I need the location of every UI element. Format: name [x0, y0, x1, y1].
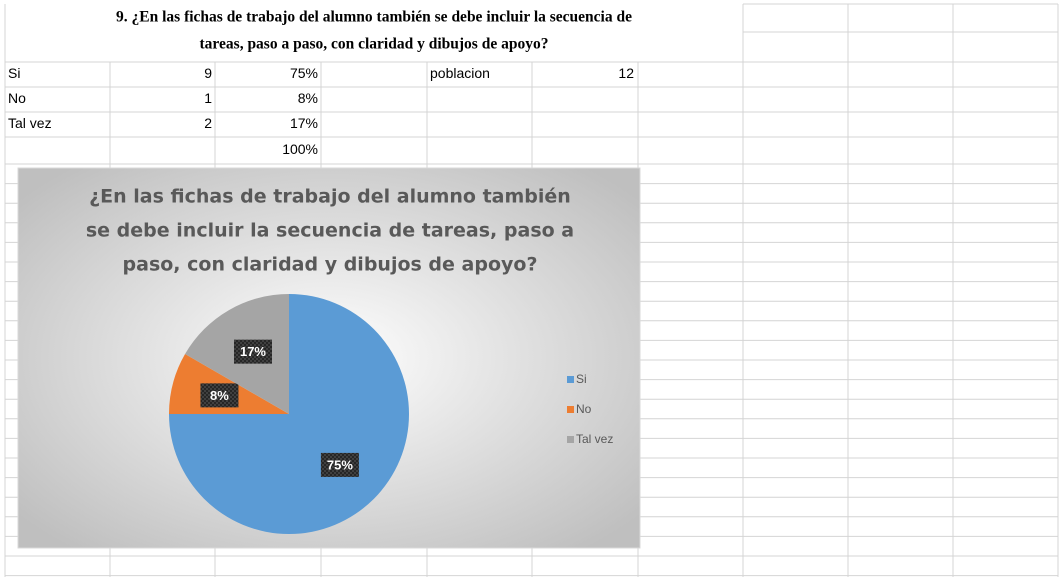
- sheet-title: 9. ¿En las fichas de trabajo del alumno …: [116, 9, 632, 26]
- data-label-box: [200, 383, 239, 408]
- legend-label: Si: [576, 372, 587, 386]
- legend-label: No: [576, 402, 592, 416]
- cell-percent: 8%: [298, 90, 318, 106]
- sheet-title: tareas, paso a paso, con claridad y dibu…: [200, 36, 549, 53]
- cell-population-value: 12: [618, 65, 634, 81]
- cell-percent: 75%: [290, 65, 318, 81]
- data-label: 17%: [240, 344, 266, 359]
- legend-swatch: [567, 406, 574, 413]
- cell-percent: 17%: [290, 115, 318, 131]
- data-label-box: [320, 452, 359, 477]
- legend-label: Tal vez: [576, 432, 613, 446]
- legend-swatch: [567, 436, 574, 443]
- chart-title: paso, con claridad y dibujos de apoyo?: [123, 254, 538, 276]
- cell-count: 2: [204, 115, 212, 131]
- cell-count: 9: [204, 65, 212, 81]
- cell-total: 100%: [282, 141, 318, 157]
- data-label: 8%: [210, 388, 229, 403]
- cell-population-label: poblacion: [430, 65, 490, 81]
- cell-label: Tal vez: [8, 115, 52, 131]
- cell-label: No: [8, 90, 26, 106]
- chart-title: ¿En las fichas de trabajo del alumno tam…: [89, 186, 571, 208]
- data-label: 75%: [327, 457, 353, 472]
- cell-label: Si: [8, 65, 20, 81]
- cell-count: 1: [204, 90, 212, 106]
- legend-swatch: [567, 376, 574, 383]
- chart-title: se debe incluir la secuencia de tareas, …: [86, 220, 574, 242]
- data-label-box: [233, 339, 272, 364]
